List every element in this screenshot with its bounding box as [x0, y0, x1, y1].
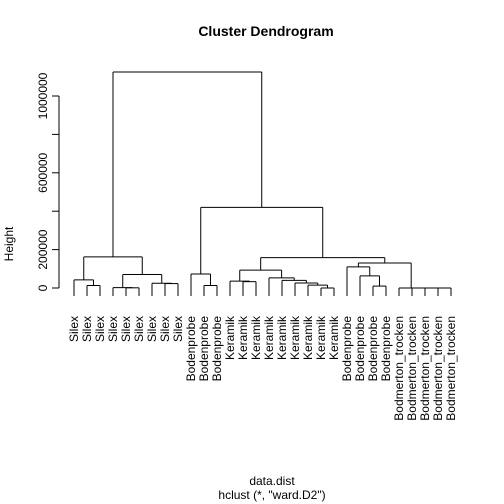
leaf-label: Bodmerton_trocken: [431, 316, 445, 421]
leaf-label: Silex: [132, 316, 146, 342]
y-tick-label: 200000: [36, 229, 50, 269]
y-tick-label: 600000: [36, 152, 50, 192]
leaf-label: Keramik: [262, 315, 276, 360]
leaf-label: Keramik: [288, 315, 302, 360]
leaf-label: Silex: [93, 316, 107, 342]
leaf-label: Bodenprobe: [366, 316, 380, 382]
leaf-label: Silex: [158, 316, 172, 342]
leaf-label: Silex: [106, 316, 120, 342]
leaf-label: Keramik: [327, 315, 341, 360]
leaf-label: Keramik: [314, 315, 328, 360]
leaf-label: Bodenprobe: [197, 316, 211, 382]
y-tick-label: 0: [36, 284, 50, 291]
subtitle: hclust (*, "ward.D2"): [218, 488, 325, 502]
leaf-label: Keramik: [301, 315, 315, 360]
leaf-label: Bodenprobe: [210, 316, 224, 382]
leaf-label: Bodmerton_trocken: [444, 316, 458, 421]
leaf-label: Bodenprobe: [184, 316, 198, 382]
leaf-label: Keramik: [236, 315, 250, 360]
leaf-label: Bodenprobe: [379, 316, 393, 382]
y-axis: 0 200000 600000 1000000: [36, 72, 60, 291]
leaf-label: Keramik: [223, 315, 237, 360]
leaf-label: Silex: [119, 316, 133, 342]
leaf-label: Silex: [145, 316, 159, 342]
leaf-labels: Silex Silex Silex Silex Silex Silex Silex Silex…: [67, 315, 458, 421]
chart-title: Cluster Dendrogram: [198, 23, 333, 39]
leaf-label: Bodmerton_trocken: [418, 316, 432, 421]
y-tick-label: 1000000: [36, 72, 50, 119]
y-axis-label: Height: [2, 226, 16, 261]
leaf-label: Bodmerton_trocken: [392, 316, 406, 421]
dendrogram-tree: [73, 71, 452, 296]
x-axis-label: data.dist: [249, 474, 295, 488]
leaf-label: Bodenprobe: [353, 316, 367, 382]
leaf-label: Silex: [80, 316, 94, 342]
leaf-label: Silex: [171, 316, 185, 342]
leaf-label: Bodmerton_trocken: [405, 316, 419, 421]
leaf-label: Keramik: [249, 315, 263, 360]
leaf-label: Silex: [67, 316, 81, 342]
leaf-label: Keramik: [275, 315, 289, 360]
leaf-label: Bodenprobe: [340, 316, 354, 382]
